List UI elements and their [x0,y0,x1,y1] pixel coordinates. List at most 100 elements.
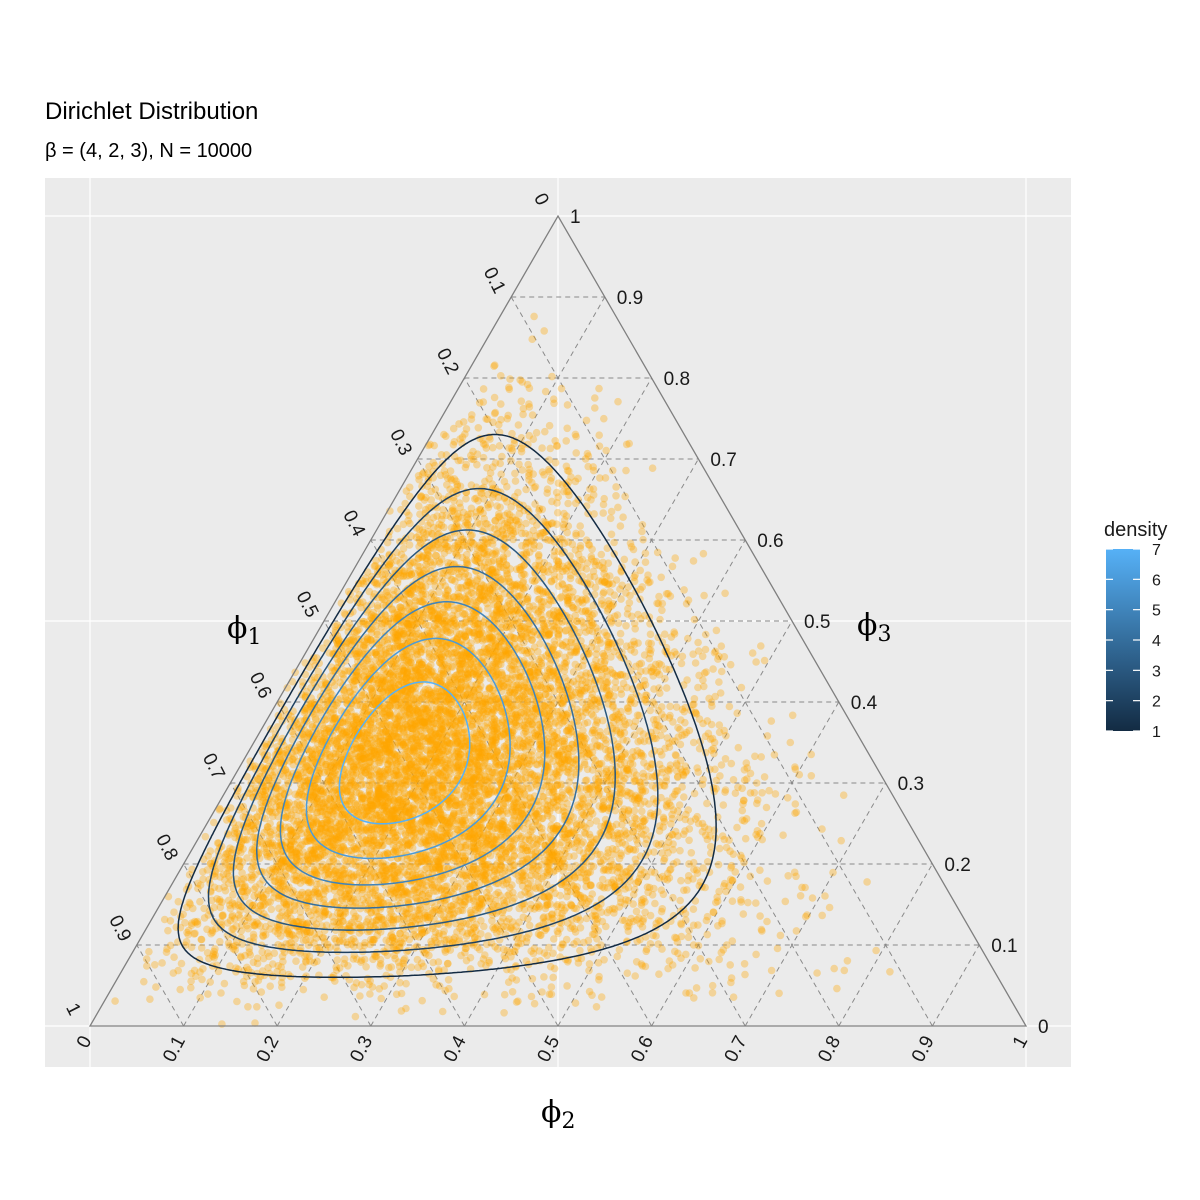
grid-phi1-7 [229,782,372,1027]
data-point [602,765,611,774]
data-point [706,842,715,851]
data-point [473,460,481,469]
data-point [497,819,506,828]
data-point [225,901,234,909]
data-point [488,844,497,852]
grid-phi1-8 [183,863,278,1027]
data-point [201,832,210,841]
data-point [497,470,506,479]
data-point [158,959,166,967]
data-point [514,831,523,839]
data-point [506,565,515,573]
data-point [311,673,319,682]
data-point [709,665,717,673]
data-point [576,541,585,550]
data-point [510,894,518,902]
data-point [479,453,488,462]
data-point [426,577,434,586]
data-point [449,935,458,943]
data-point [296,891,305,899]
data-point [376,955,385,964]
data-point [484,825,492,833]
data-point [452,678,460,687]
data-point [562,658,571,666]
data-point [517,397,526,406]
data-point [572,531,580,540]
data-point [728,897,737,905]
data-point [515,713,523,721]
data-point [192,972,200,980]
data-point [770,751,779,759]
data-point [322,715,331,723]
data-point [366,990,374,998]
data-point [464,510,472,519]
data-point [401,742,410,751]
data-point [657,573,665,582]
data-point [580,869,588,878]
grid-phi1-2 [463,377,840,1027]
data-point [619,765,628,773]
data-point [580,811,589,820]
data-point [605,692,613,700]
data-point [660,856,668,865]
data-point [356,701,365,710]
data-point [472,732,480,741]
data-point [313,797,321,806]
data-point [257,988,266,996]
data-point [544,761,552,770]
data-point [293,746,301,755]
data-point [391,703,400,711]
data-point [429,958,438,967]
data-point [740,776,749,784]
data-point [397,765,405,774]
data-point [825,903,834,912]
data-point [420,811,429,819]
data-point [675,801,684,809]
data-point [449,780,457,788]
data-point [326,776,334,785]
data-point [684,596,693,604]
data-point [250,933,258,942]
data-point [475,630,484,639]
data-point [497,576,505,584]
data-point [521,724,529,732]
data-point [708,981,717,990]
data-point [391,954,399,963]
data-point [546,536,555,545]
data-point [352,715,361,724]
ternary-grid [136,296,980,1027]
data-point [219,912,227,920]
data-point [548,785,557,793]
data-point [430,887,438,895]
data-point [500,589,509,598]
data-point [482,415,491,423]
data-point [393,548,401,557]
grid-phi1-3 [417,458,746,1027]
data-point [739,796,748,805]
data-point [639,730,648,738]
data-point [220,979,229,988]
data-point [479,731,487,739]
data-point [582,876,591,885]
data-point [726,660,735,669]
data-point [322,815,330,824]
data-point [461,742,469,751]
data-point [397,689,405,698]
data-point [406,559,415,568]
data-point [412,694,421,702]
data-point [518,811,527,819]
data-point [677,876,685,885]
data-point [740,960,749,968]
data-point [604,643,612,651]
data-point [507,605,516,613]
data-point [598,883,607,891]
data-point [720,653,729,661]
data-point [610,538,618,547]
data-point [813,969,821,977]
data-point [499,821,508,829]
data-point [372,811,381,820]
data-point [674,733,683,741]
data-point [655,970,663,978]
data-point [684,634,692,643]
data-point [728,937,737,945]
